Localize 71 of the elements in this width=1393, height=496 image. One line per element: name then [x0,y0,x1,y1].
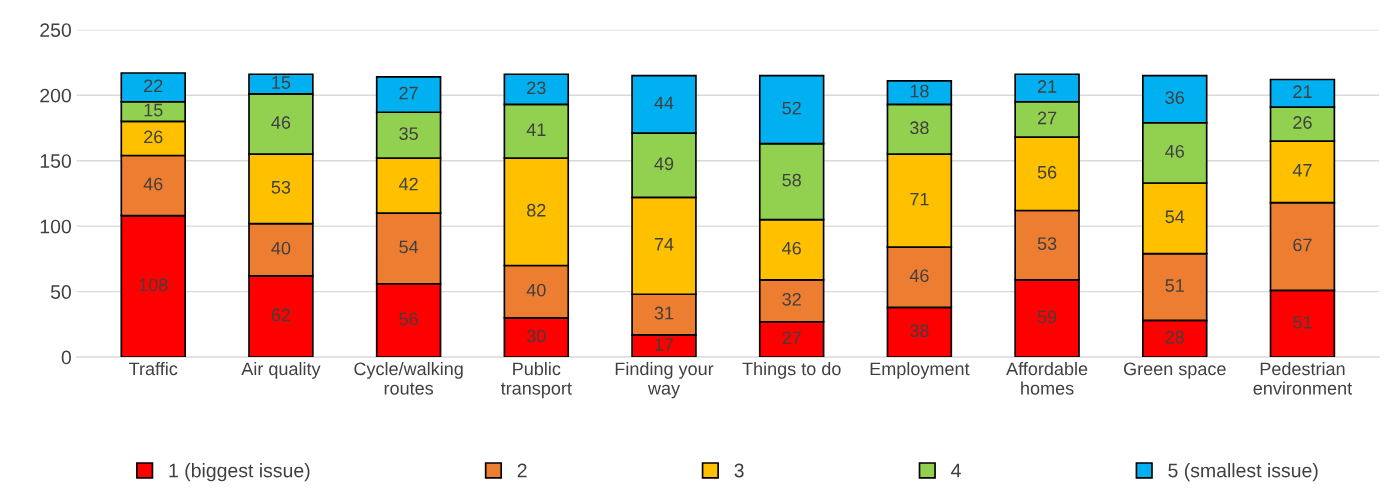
y-tick-label: 50 [50,285,71,299]
legend-label: 3 [734,463,744,478]
data-label: 22 [144,79,163,93]
x-tick-label: Pedestrian environment [1253,361,1353,395]
data-label: 18 [910,84,929,98]
data-label: 40 [271,241,291,255]
data-label: 67 [1293,238,1312,252]
y-tick-label: 0 [61,350,71,365]
y-tick-label: 200 [40,88,71,103]
x-tick-label: Air quality [241,361,321,379]
data-label: 74 [654,238,674,251]
data-label: 53 [1037,237,1057,251]
data-label: 56 [399,312,418,326]
data-label: 44 [654,96,674,110]
y-tick-label: 100 [40,219,71,234]
data-label: 26 [144,130,163,144]
y-tick-label: 150 [40,154,71,168]
data-label: 51 [1165,279,1184,292]
x-tick-label: Affordable homes [1006,361,1088,395]
data-label: 49 [654,157,674,171]
data-label: 32 [782,292,801,306]
data-label: 27 [399,86,418,100]
data-label: 36 [1165,91,1185,105]
data-label: 30 [526,329,546,343]
data-label: 26 [1293,116,1312,129]
y-tick-label: 250 [40,23,71,37]
data-label: 41 [526,123,546,136]
data-label: 51 [1293,315,1312,329]
x-tick-label: Traffic [129,361,178,376]
data-label: 40 [526,283,546,297]
data-label: 54 [399,240,419,254]
x-tick-label: Cycle/walking routes [354,361,463,395]
legend-label: 2 [517,463,527,478]
x-tick-label: Things to do [742,361,841,379]
x-tick-label: Employment [870,361,970,379]
legend-label: 5 (smallest issue) [1168,463,1318,482]
data-label: 28 [1165,330,1185,344]
data-label: 52 [782,101,801,115]
data-label: 31 [654,306,674,320]
data-label: 38 [910,121,929,135]
data-label: 17 [655,338,674,351]
data-label: 46 [909,269,929,283]
data-label: 47 [1292,164,1312,177]
data-label: 54 [1165,210,1185,224]
data-label: 21 [1037,80,1057,93]
data-label: 38 [910,324,929,338]
data-label: 46 [782,241,801,255]
data-label: 23 [527,81,546,95]
data-label: 35 [399,127,418,141]
data-label: 56 [1037,165,1057,179]
x-tick-label: Finding your way [615,361,714,399]
data-label: 46 [271,116,291,129]
data-label: 27 [1037,111,1057,125]
data-label: 42 [398,177,418,191]
data-label: 46 [143,177,163,191]
data-label: 59 [1037,310,1057,324]
data-label: 46 [1165,144,1185,158]
data-label: 82 [527,203,546,217]
data-label: 27 [782,331,801,345]
x-tick-label: Public transport [500,361,572,399]
data-label: 62 [271,308,291,322]
data-label: 15 [144,103,163,117]
data-label: 71 [910,192,929,206]
data-label: 53 [271,180,291,194]
legend-label: 1 (biggest issue) [169,463,310,482]
data-label: 15 [272,76,291,89]
data-label: 21 [1293,85,1312,98]
data-label: 108 [139,278,168,292]
legend-label: 4 [951,463,961,478]
x-tick-label: Green space [1123,362,1226,379]
data-label: 58 [782,173,801,187]
